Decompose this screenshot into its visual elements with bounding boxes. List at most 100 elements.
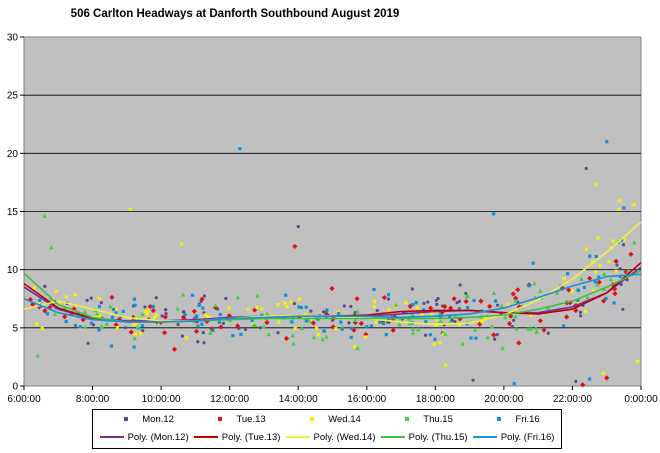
- data-point: [372, 299, 377, 304]
- data-point: [457, 299, 462, 304]
- data-point: [426, 300, 430, 304]
- data-point: [239, 332, 243, 336]
- data-point: [132, 335, 137, 341]
- legend-label: Poly. (Wed.14): [313, 431, 376, 443]
- data-point: [432, 342, 436, 347]
- data-point: [336, 310, 340, 314]
- data-point: [374, 320, 378, 325]
- data-point: [506, 320, 513, 327]
- legend-item: Poly. (Mon.12): [99, 432, 189, 443]
- data-point: [243, 327, 248, 332]
- y-tick-label: 5: [12, 323, 18, 334]
- data-point: [588, 254, 592, 258]
- data-point: [579, 276, 584, 281]
- data-point: [378, 320, 382, 324]
- data-point: [211, 328, 215, 332]
- legend-label: Fri.16: [515, 413, 540, 425]
- data-point: [612, 291, 618, 297]
- data-point: [533, 325, 539, 331]
- data-point: [86, 341, 90, 345]
- data-point: [238, 147, 242, 151]
- data-point: [218, 312, 222, 317]
- data-point: [128, 329, 134, 335]
- data-point: [304, 305, 308, 309]
- data-point: [139, 331, 143, 336]
- data-point: [480, 320, 484, 324]
- y-tick-label: 10: [7, 265, 19, 276]
- data-point: [410, 330, 416, 335]
- data-point: [596, 236, 600, 240]
- data-point: [387, 308, 391, 312]
- data-point: [411, 326, 416, 332]
- data-point: [71, 306, 77, 312]
- data-point: [469, 336, 473, 340]
- data-point: [64, 319, 68, 324]
- data-point: [386, 297, 391, 301]
- data-point: [218, 324, 224, 330]
- data-point: [492, 212, 496, 216]
- data-point: [608, 277, 614, 282]
- data-point: [514, 326, 519, 331]
- data-point: [49, 245, 54, 250]
- data-point: [410, 287, 414, 291]
- data-point: [618, 199, 622, 203]
- data-point: [42, 308, 48, 314]
- legend-item: Poly. (Tue.13): [193, 432, 280, 443]
- data-point: [260, 313, 264, 318]
- data-point: [635, 359, 640, 364]
- data-point: [510, 291, 516, 297]
- data-point: [387, 312, 392, 316]
- data-point: [34, 322, 39, 326]
- data-point: [458, 283, 462, 287]
- data-point: [296, 225, 300, 229]
- data-point: [351, 327, 357, 333]
- data-point: [30, 301, 36, 307]
- data-point: [463, 298, 469, 305]
- data-point: [299, 305, 303, 310]
- data-point: [583, 309, 587, 313]
- data-point: [499, 303, 504, 308]
- data-point: [291, 341, 296, 346]
- data-point: [555, 290, 560, 295]
- data-point: [255, 293, 260, 298]
- data-point: [372, 305, 376, 309]
- data-point: [261, 324, 266, 329]
- y-tick-label: 15: [7, 207, 19, 218]
- data-point: [472, 327, 478, 332]
- data-point: [546, 331, 550, 335]
- data-point: [576, 288, 581, 293]
- data-point: [97, 304, 102, 309]
- trend-line: [23, 273, 642, 323]
- data-point: [309, 309, 313, 313]
- data-point: [322, 310, 326, 314]
- data-point: [264, 319, 270, 326]
- data-point: [235, 295, 241, 300]
- data-point: [109, 294, 115, 301]
- data-point: [162, 314, 168, 320]
- legend-item: Poly. (Wed.14): [285, 431, 376, 443]
- data-point: [292, 302, 297, 306]
- data-point: [104, 321, 109, 326]
- data-point: [354, 296, 360, 302]
- data-point: [594, 254, 598, 259]
- legend-label: Tue.13: [236, 413, 266, 425]
- data-point: [276, 331, 280, 335]
- data-point: [83, 324, 88, 329]
- data-point: [55, 289, 59, 293]
- data-point: [292, 243, 298, 249]
- data-point: [283, 301, 287, 305]
- data-point: [147, 303, 153, 310]
- data-point: [448, 305, 454, 311]
- data-point: [193, 328, 200, 334]
- data-point: [545, 305, 551, 310]
- data-point: [154, 296, 158, 300]
- data-point: [251, 307, 258, 313]
- data-point: [587, 377, 592, 381]
- data-point: [594, 183, 599, 187]
- data-point: [64, 295, 68, 299]
- data-point: [566, 287, 572, 293]
- data-point: [625, 268, 631, 273]
- data-point: [471, 378, 475, 382]
- data-point: [601, 298, 607, 304]
- data-point: [181, 310, 186, 314]
